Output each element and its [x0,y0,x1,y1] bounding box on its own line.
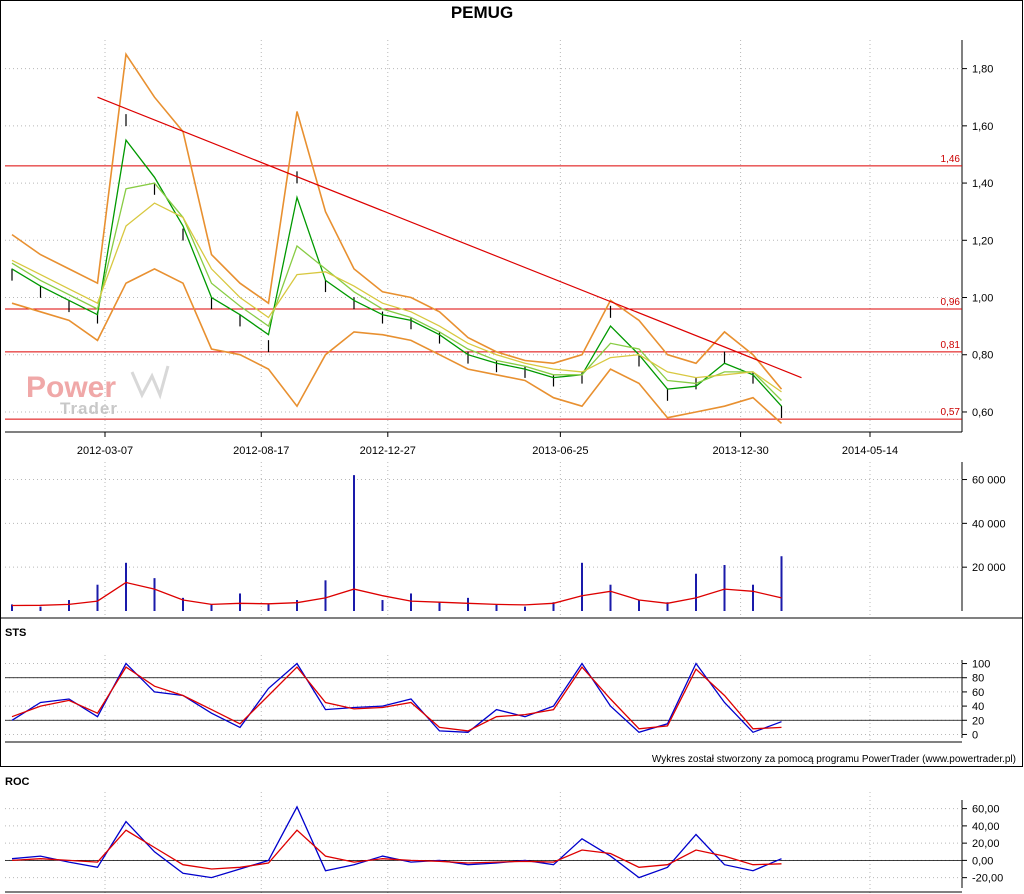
watermark-w-mark [130,365,170,400]
price-panel: 0,60 0,80 1,00 1,20 1,40 1,60 1,80 2012-03-07 20… [5,40,993,457]
roc-y-tick-label: 20,00 [972,838,1000,850]
price-x-tick-label: 2014-05-14 [842,445,898,457]
price-mid-ma-line [11,182,782,401]
roc-panel: -20,00 0,00 20,00 40,00 60,00 [5,800,1003,888]
chart-title: PEMUG [451,3,513,22]
price-y-tick-label: 1,20 [972,235,993,247]
price-x-tick-label: 2013-12-30 [712,445,768,457]
price-y-tick-label: 1,60 [972,121,993,133]
price-y-tick-label: 0,80 [972,350,993,362]
price-long-ma-line [11,202,782,393]
roc-y-tick-label: 40,00 [972,821,1000,833]
price-short-ma-line [11,138,782,407]
sts-k-line [11,662,782,734]
roc-panel-label: ROC [5,776,30,788]
price-level-label: 1,46 [941,154,961,165]
sts-y-tick-label: 20 [972,715,984,727]
price-level-label: 0,57 [941,407,961,418]
price-y-tick-label: 1,40 [972,178,993,190]
sts-panel: 0 20 40 60 80 100 [5,659,990,741]
price-x-tick-label: 2012-03-07 [77,445,133,457]
price-y-tick-label: 1,00 [972,293,993,305]
volume-y-tick-label: 60 000 [972,475,1006,487]
powertrader-watermark: Power Trader [26,365,170,418]
price-band-lower-line [11,268,783,424]
price-x-tick-label: 2012-08-17 [233,445,289,457]
roc-y-tick-label: -20,00 [972,873,1003,885]
sts-y-tick-label: 100 [972,659,990,671]
credit-text: Wykres został stworzony za pomocą progra… [652,754,1016,765]
volume-y-tick-label: 40 000 [972,518,1006,530]
price-x-tick-label: 2013-06-25 [532,445,588,457]
sts-d-line [11,666,782,732]
roc-y-tick-label: 60,00 [972,804,1000,816]
price-y-tick-label: 0,60 [972,407,993,419]
roc-y-tick-label: 0,00 [972,855,993,867]
sts-y-tick-label: 80 [972,673,984,685]
watermark-power-text: Power [26,371,116,404]
sts-y-tick-label: 60 [972,687,984,699]
price-level-label: 0,96 [941,297,961,308]
upper-frame [0,0,1023,767]
sts-y-tick-label: 0 [972,729,978,741]
volume-y-tick-label: 20 000 [972,562,1006,574]
price-level-label: 0,81 [941,340,961,351]
volume-average-line [11,581,782,607]
sts-panel-label: STS [5,627,26,639]
watermark-trader-text: Trader [60,399,118,418]
price-y-tick-label: 1,80 [972,64,993,76]
sts-y-tick-label: 40 [972,701,984,713]
price-trendline [97,96,802,379]
price-x-tick-label: 2012-12-27 [360,445,416,457]
roc-signal-line [11,829,782,870]
price-band-upper-line [11,52,783,390]
